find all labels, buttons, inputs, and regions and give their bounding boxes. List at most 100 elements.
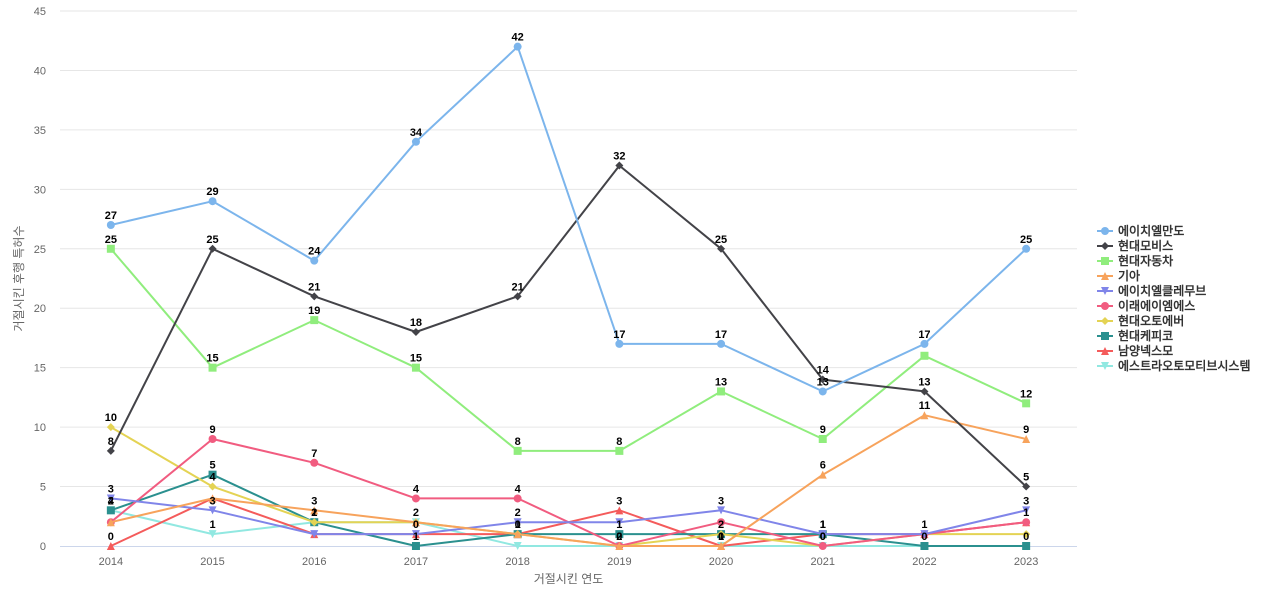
data-point (208, 435, 217, 443)
x-tick-label: 2021 (811, 556, 835, 568)
series-3 (106, 244, 1031, 455)
legend-item[interactable]: 기아 (1097, 268, 1140, 283)
data-point (1022, 482, 1031, 491)
series-layer (106, 42, 1031, 550)
data-point (1022, 435, 1031, 443)
data-point (717, 339, 726, 348)
data-label: 2 (718, 519, 724, 531)
data-label: 0 (820, 531, 826, 543)
data-point (920, 530, 929, 539)
legend-item[interactable]: 남양넥스모 (1097, 343, 1173, 358)
data-label: 9 (820, 424, 826, 436)
data-point (920, 387, 929, 396)
data-label: 29 (206, 186, 218, 198)
data-label: 0 (921, 531, 927, 543)
data-point (208, 244, 217, 253)
legend-item[interactable]: 이래에이엠에스 (1097, 298, 1195, 313)
legend-marker (1101, 287, 1109, 295)
data-label: 25 (1020, 234, 1032, 246)
data-point (106, 518, 115, 527)
data-label: 21 (308, 281, 320, 293)
legend-item[interactable]: 현대모비스 (1097, 238, 1173, 253)
x-axis-title: 거절시킨 연도 (534, 572, 604, 586)
data-point (1022, 518, 1031, 527)
data-label: 8 (616, 436, 622, 448)
data-point (411, 530, 420, 539)
x-tick-label: 2022 (912, 556, 936, 568)
data-label: 27 (105, 210, 117, 222)
data-point (1022, 506, 1031, 515)
data-point (1022, 530, 1031, 539)
data-label: 10 (105, 412, 117, 424)
data-point (208, 197, 217, 206)
data-point (1022, 399, 1031, 408)
legend-item[interactable]: 현대자동차 (1097, 253, 1173, 268)
data-point (208, 470, 217, 479)
series-1 (106, 42, 1031, 396)
x-tick-label: 2014 (99, 556, 123, 568)
data-point (106, 221, 115, 229)
data-label: 0 (718, 531, 724, 543)
data-label: 8 (108, 436, 114, 448)
y-tick-label: 20 (34, 303, 46, 315)
data-label: 42 (512, 32, 524, 44)
data-point (615, 542, 624, 550)
legend-item[interactable]: 현대케피코 (1097, 328, 1173, 343)
data-label: 17 (613, 329, 625, 341)
data-point (106, 244, 115, 253)
data-label: 1 (820, 519, 826, 531)
data-point (106, 494, 115, 503)
data-label: 3 (108, 483, 114, 495)
data-label: 1 (413, 531, 419, 543)
data-label: 11 (919, 400, 931, 412)
data-label: 0 (616, 531, 622, 543)
data-label: 5 (1023, 472, 1029, 484)
legend-label: 에이치엘클레무브 (1118, 283, 1206, 298)
series-line (110, 497, 1027, 536)
data-point (818, 542, 827, 550)
x-tick-label: 2019 (607, 556, 631, 568)
data-label: 19 (308, 305, 320, 317)
data-label: 13 (715, 376, 727, 388)
data-label: 4 (515, 483, 522, 495)
data-point (920, 339, 929, 348)
data-label: 34 (410, 127, 423, 139)
data-point (310, 518, 319, 527)
data-label: 15 (206, 353, 218, 365)
legend-label: 남양넥스모 (1118, 343, 1173, 358)
data-point (106, 506, 115, 515)
data-point (310, 506, 319, 515)
data-label: 1 (1023, 507, 1029, 519)
data-point (208, 363, 217, 372)
data-label: 8 (515, 436, 521, 448)
data-point (513, 542, 522, 550)
data-label: 0 (108, 531, 114, 543)
legend-item[interactable]: 에이치엘만도 (1097, 223, 1184, 238)
legend-item[interactable]: 현대오토에버 (1097, 313, 1184, 328)
legend-marker (1101, 302, 1109, 310)
data-label: 4 (209, 472, 216, 484)
series-6 (106, 435, 1031, 550)
legend-item[interactable]: 에스트라오토모티브시스템 (1097, 358, 1250, 373)
legend-item[interactable]: 에이치엘클레무브 (1097, 283, 1206, 298)
series-line (110, 509, 1027, 547)
series-line (110, 414, 1027, 547)
data-label: 1 (820, 519, 826, 531)
data-point (717, 387, 726, 396)
data-label: 6 (820, 460, 826, 472)
data-label: 1 (616, 519, 622, 531)
data-point (411, 542, 420, 550)
data-point (411, 137, 420, 146)
data-point (411, 328, 420, 336)
x-tick-label: 2015 (200, 556, 224, 568)
data-label: 17 (715, 329, 727, 341)
data-label: 18 (410, 317, 422, 329)
y-tick-label: 30 (34, 184, 46, 196)
data-label: 4 (413, 483, 420, 495)
data-label: 13 (817, 376, 829, 388)
data-label: 2 (413, 507, 419, 519)
data-point (310, 316, 319, 325)
data-label: 1 (921, 519, 927, 531)
data-point (615, 161, 624, 170)
